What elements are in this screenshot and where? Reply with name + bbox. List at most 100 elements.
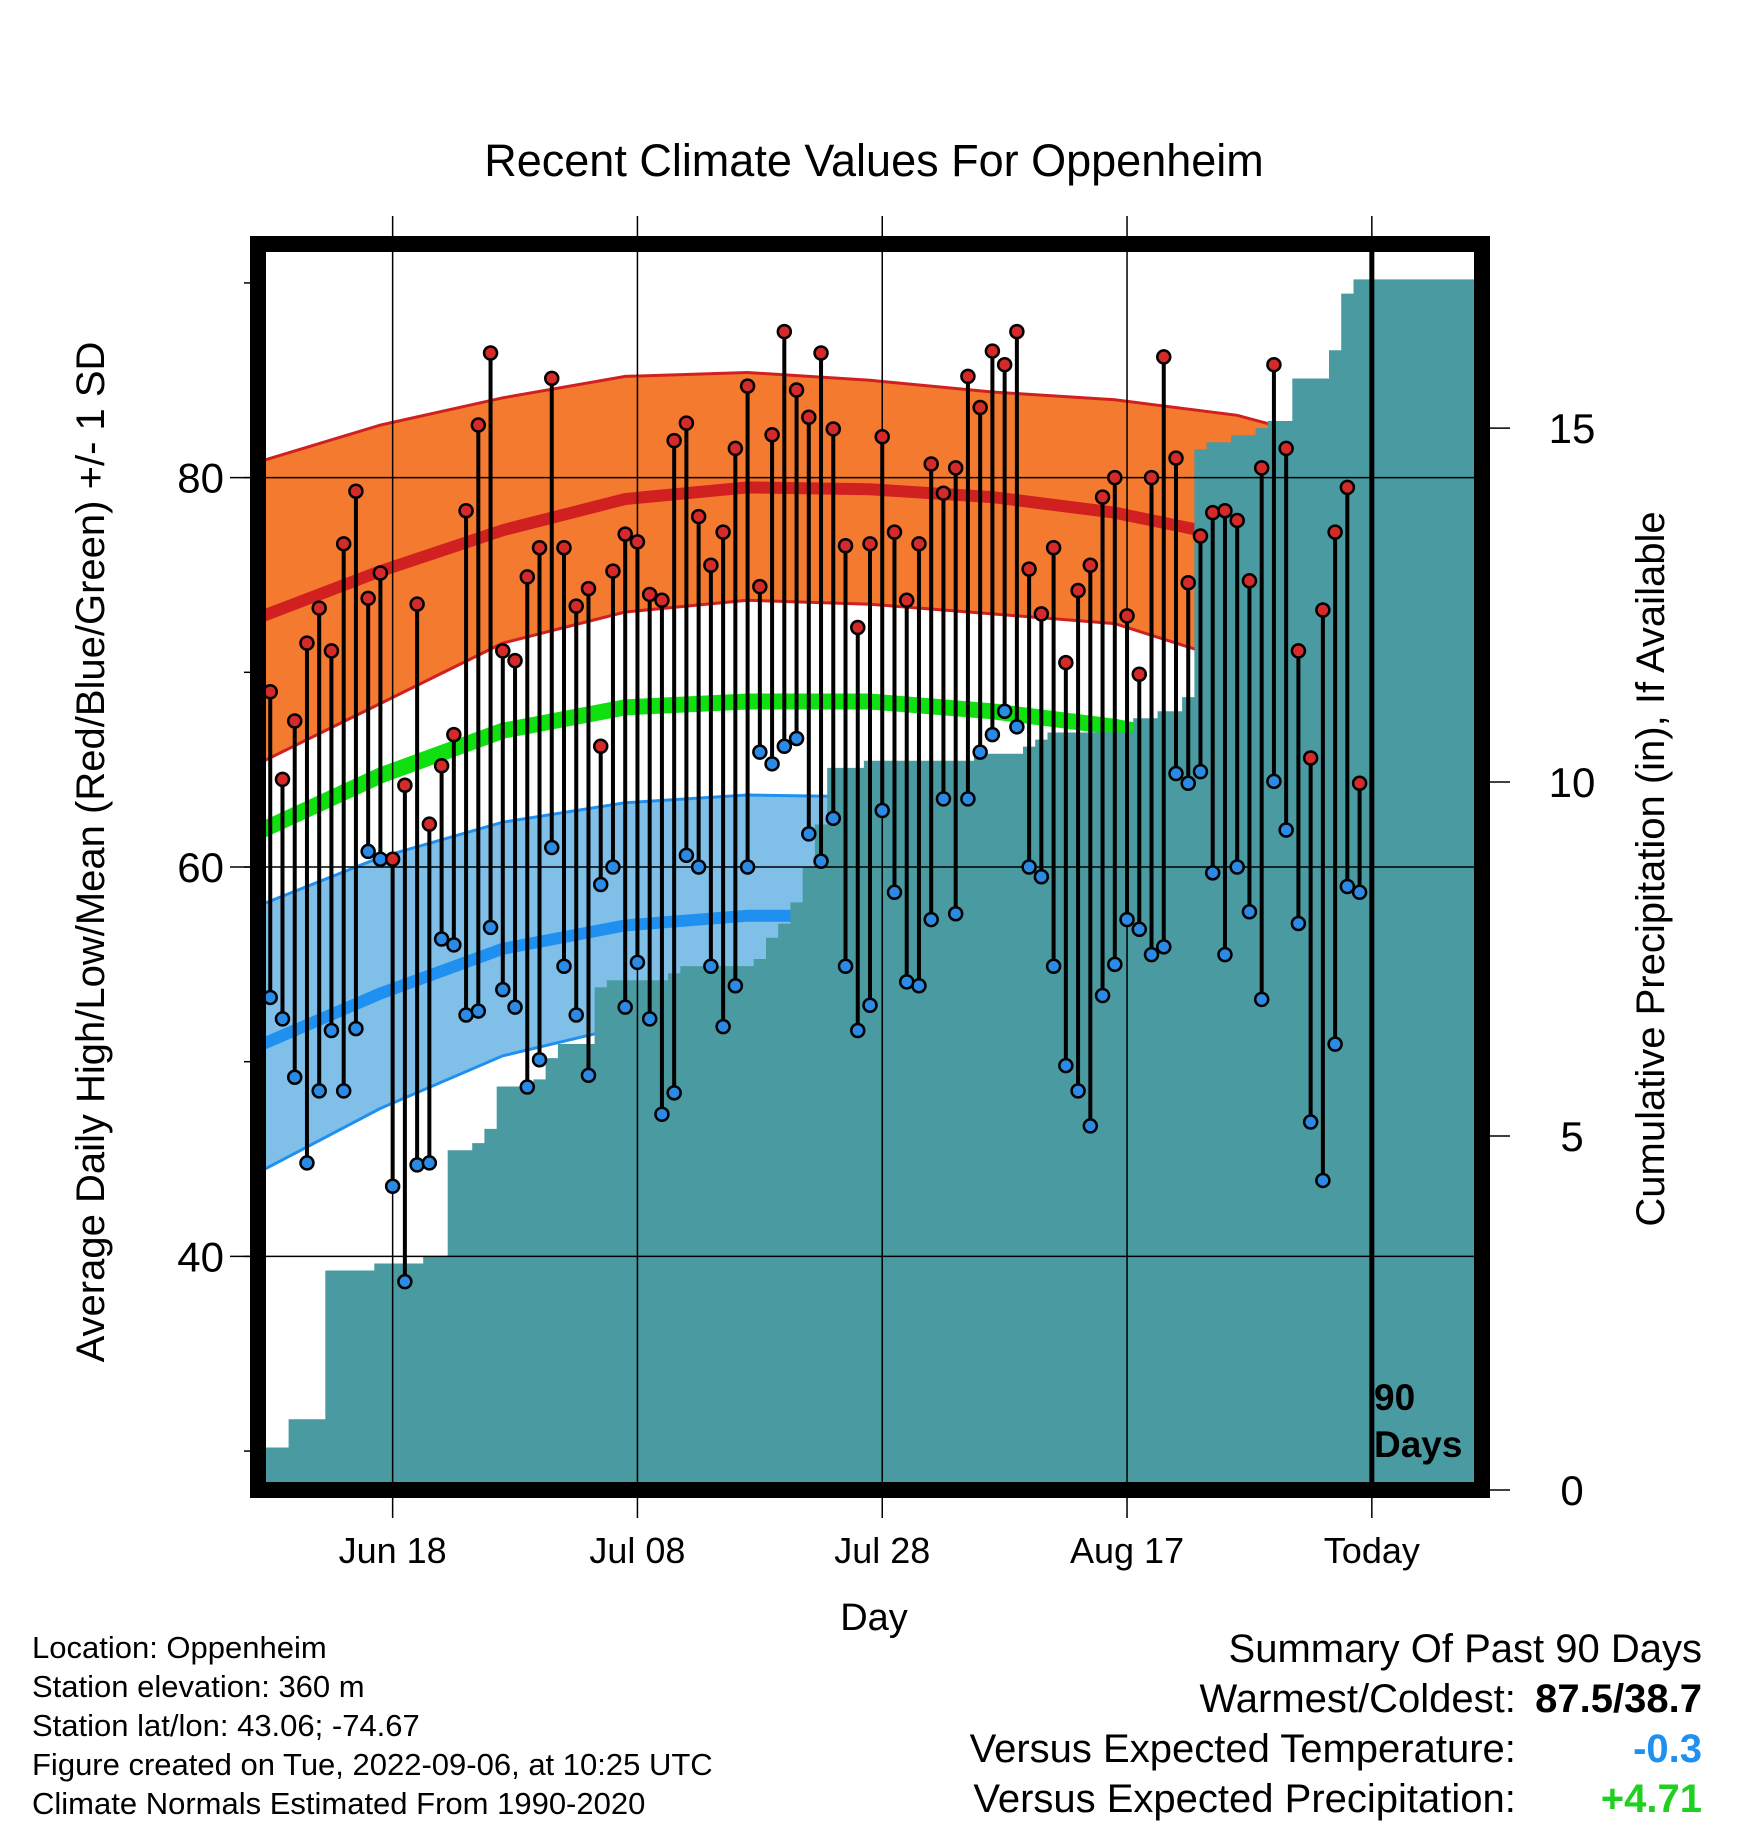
daily-low-point	[776, 738, 793, 755]
daily-low-point	[605, 859, 621, 875]
y2-tick-label: 5	[1560, 1113, 1583, 1160]
daily-low-point	[996, 703, 1013, 719]
daily-high-point	[311, 600, 327, 616]
plot-content	[262, 248, 1478, 1486]
daily-low-point	[421, 1155, 438, 1171]
daily-high-point	[1253, 460, 1270, 476]
daily-high-point	[911, 536, 927, 552]
latlon-text: Station lat/lon: 43.06; -74.67	[32, 1708, 420, 1743]
y-left-axis-label: Average Daily High/Low/Mean (Red/Blue/Gr…	[69, 342, 113, 1363]
daily-low-point	[311, 1083, 327, 1099]
daily-high-point	[935, 485, 952, 501]
daily-high-point	[886, 524, 903, 540]
daily-low-point	[886, 884, 903, 901]
daily-low-point	[1009, 719, 1025, 735]
x-tick-label: Aug 17	[1070, 1530, 1184, 1571]
daily-low-point	[825, 810, 842, 827]
daily-high-point	[1131, 666, 1148, 683]
daily-high-point	[323, 643, 340, 659]
daily-high-point	[397, 777, 413, 793]
daily-high-point	[482, 345, 499, 361]
x-axis-label: Day	[840, 1597, 908, 1639]
daily-low-point	[764, 756, 780, 772]
daily-high-point	[727, 440, 744, 457]
daily-low-point	[923, 911, 939, 928]
daily-low-point	[654, 1106, 670, 1123]
daily-high-point	[519, 569, 536, 585]
daily-high-point	[531, 539, 548, 556]
precip-label: Versus Expected Precipitation:	[973, 1777, 1516, 1821]
daily-high-point	[850, 619, 866, 636]
daily-high-point	[1327, 524, 1343, 540]
daily-low-point	[641, 1011, 658, 1027]
daily-low-point	[433, 931, 450, 947]
summary-row-temp: Versus Expected Temperature: -0.3	[970, 1724, 1702, 1774]
daily-low-point	[1107, 956, 1123, 973]
plot-frame	[250, 236, 1490, 1498]
daily-low-point	[360, 843, 376, 860]
daily-high-point	[801, 409, 817, 426]
daily-high-point	[580, 580, 597, 597]
daily-low-point	[482, 919, 499, 936]
daily-low-point	[1033, 868, 1050, 885]
daily-high-point	[654, 592, 670, 609]
daily-high-point	[629, 534, 646, 550]
daily-high-point	[605, 563, 621, 579]
daily-low-point	[495, 981, 511, 998]
daily-high-point	[592, 738, 609, 755]
daily-high-point	[348, 483, 364, 500]
chart-title: Recent Climate Values For Oppenheim	[484, 135, 1264, 186]
daily-high-point	[1070, 582, 1086, 599]
daily-high-point	[544, 370, 560, 387]
daily-high-point	[1058, 654, 1074, 671]
daily-high-point	[1351, 775, 1368, 792]
today-label-line2: Days	[1374, 1424, 1462, 1465]
daily-high-point	[947, 460, 964, 476]
daily-high-point	[923, 456, 939, 472]
daily-low-point	[1094, 987, 1111, 1004]
daily-high-point	[568, 598, 584, 614]
daily-high-point	[470, 417, 487, 433]
daily-high-point	[372, 565, 389, 581]
daily-low-point	[1058, 1057, 1074, 1074]
daily-low-point	[274, 1011, 291, 1027]
created-text: Figure created on Tue, 2022-09-06, at 10…	[32, 1747, 713, 1782]
daily-low-point	[666, 1085, 682, 1101]
daily-low-point	[703, 958, 719, 975]
daily-low-point	[1266, 773, 1282, 790]
daily-high-point	[409, 596, 425, 612]
warm-cold-value: 87.5/38.7	[1535, 1677, 1702, 1721]
x-tick-label: Today	[1324, 1530, 1420, 1571]
daily-low-point	[837, 958, 854, 975]
daily-low-point	[850, 1022, 866, 1039]
daily-low-point	[1021, 859, 1037, 875]
daily-high-point	[752, 578, 768, 595]
daily-high-point	[837, 538, 854, 554]
daily-low-point	[470, 1003, 487, 1019]
daily-low-point	[323, 1022, 340, 1039]
daily-low-point	[972, 744, 988, 760]
warm-cold-label: Warmest/Coldest:	[1199, 1677, 1516, 1721]
daily-low-point	[739, 859, 756, 875]
daily-high-point	[703, 557, 719, 573]
daily-high-point	[1143, 469, 1160, 486]
daily-low-point	[1192, 763, 1209, 780]
daily-low-point	[935, 791, 952, 807]
daily-high-point	[1241, 573, 1258, 589]
daily-high-point	[1033, 606, 1050, 622]
daily-low-point	[813, 853, 829, 869]
daily-low-point	[629, 954, 646, 971]
daily-high-point	[286, 713, 303, 729]
daily-high-point	[1229, 512, 1245, 529]
daily-low-point	[617, 999, 633, 1015]
daily-high-point	[1266, 356, 1282, 373]
plot-area: Jun 18 Jul 08 Jul 28 Aug 17 Today 40 60 80 0 5 10 1…	[177, 216, 1595, 1571]
daily-high-point	[1315, 602, 1331, 618]
summary-row-precip: Versus Expected Precipitation: +4.71	[970, 1774, 1702, 1824]
daily-low-point	[348, 1020, 364, 1037]
daily-low-point	[507, 999, 523, 1015]
daily-high-point	[678, 415, 695, 431]
daily-low-point	[397, 1273, 413, 1290]
daily-low-point	[984, 726, 1001, 743]
daily-low-point	[556, 958, 572, 975]
